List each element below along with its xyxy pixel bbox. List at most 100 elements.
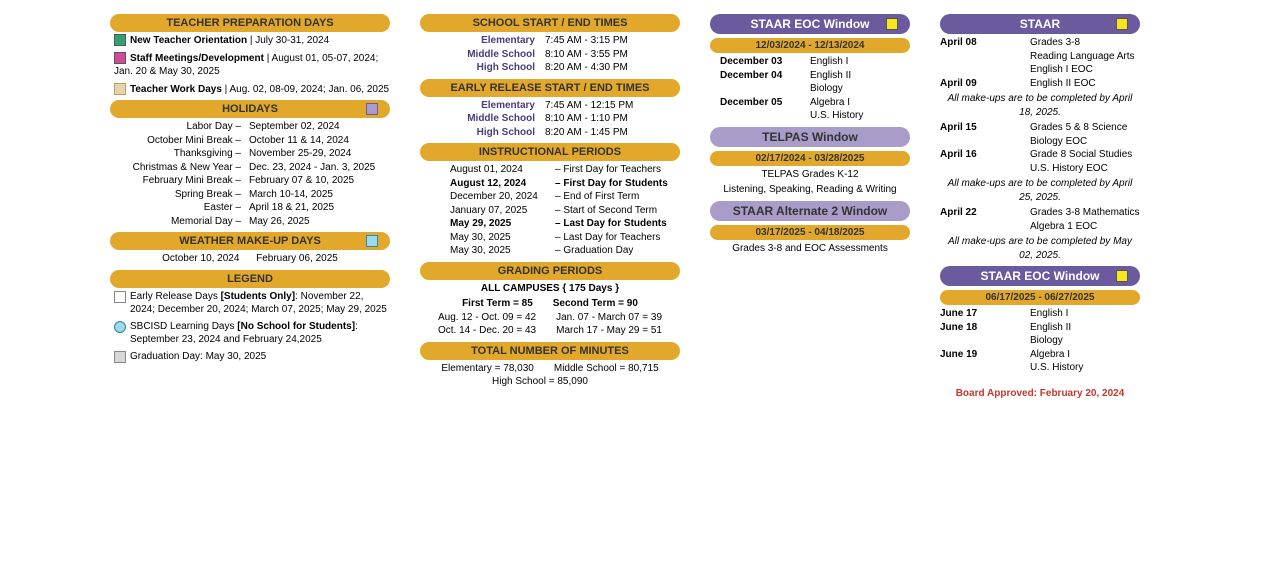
eoc2-swatch-icon bbox=[1116, 270, 1128, 282]
column-schedules: SCHOOL START / END TIMES Elementary7:45 … bbox=[420, 10, 680, 402]
test-row: U.S. History bbox=[940, 361, 1140, 375]
schedule-row: High School8:20 AM - 1:45 PM bbox=[420, 126, 680, 140]
holidays-title: HOLIDAYS bbox=[222, 103, 278, 115]
holiday-row: Easter –April 18 & 21, 2025 bbox=[110, 201, 390, 215]
minutes-header: TOTAL NUMBER OF MINUTES bbox=[420, 342, 680, 360]
test-row: April 22Grades 3-8 Mathematics bbox=[940, 206, 1140, 220]
legend-swatch-icon bbox=[114, 351, 126, 363]
test-row: December 05Algebra I bbox=[720, 96, 910, 110]
minutes-row: Elementary = 78,030Middle School = 80,71… bbox=[420, 362, 680, 376]
legend-swatch-icon bbox=[114, 291, 126, 303]
start-end-header: SCHOOL START / END TIMES bbox=[420, 14, 680, 32]
holiday-row: Spring Break –March 10-14, 2025 bbox=[110, 188, 390, 202]
telpas-line2: Listening, Speaking, Reading & Writing bbox=[710, 183, 910, 197]
schedule-row: Middle School8:10 AM - 1:10 PM bbox=[420, 112, 680, 126]
test-row: Reading Language Arts bbox=[940, 50, 1140, 64]
staar-header: STAAR bbox=[940, 14, 1140, 34]
minutes-row: High School = 85,090 bbox=[420, 375, 680, 389]
test-row: December 03English I bbox=[720, 55, 910, 69]
test-row: April 09English II EOC bbox=[940, 77, 1140, 91]
instructional-row: January 07, 2025– Start of Second Term bbox=[420, 204, 680, 218]
column-testing-2: STAAR April 08Grades 3-8Reading Language… bbox=[940, 10, 1140, 402]
calendar-container: TEACHER PREPARATION DAYS New Teacher Ori… bbox=[10, 10, 1276, 402]
holiday-swatch-icon bbox=[366, 103, 378, 115]
legend-swatch-icon bbox=[114, 321, 126, 333]
column-testing-1: STAAR EOC Window 12/03/2024 - 12/13/2024… bbox=[710, 10, 910, 402]
teacher-prep-header: TEACHER PREPARATION DAYS bbox=[110, 14, 390, 32]
holiday-row: February Mini Break –February 07 & 10, 2… bbox=[110, 174, 390, 188]
instructional-row: December 20, 2024– End of First Term bbox=[420, 190, 680, 204]
legend-item: SBCISD Learning Days [No School for Stud… bbox=[114, 320, 390, 346]
schedule-row: High School8:20 AM - 4:30 PM bbox=[420, 61, 680, 75]
prep-swatch-icon bbox=[114, 34, 126, 46]
eoc-swatch-icon bbox=[886, 18, 898, 30]
test-row: April 16Grade 8 Social Studies bbox=[940, 148, 1140, 162]
grading-row: First Term = 85Second Term = 90 bbox=[420, 297, 680, 311]
holiday-row: Thanksgiving –November 25-29, 2024 bbox=[110, 147, 390, 161]
staar-swatch-icon bbox=[1116, 18, 1128, 30]
prep-item: Teacher Work Days | Aug. 02, 08-09, 2024… bbox=[114, 83, 390, 97]
telpas-line1: TELPAS Grades K-12 bbox=[710, 168, 910, 182]
weather-swatch-icon bbox=[366, 235, 378, 247]
instructional-row: May 29, 2025– Last Day for Students bbox=[420, 217, 680, 231]
holiday-row: Christmas & New Year –Dec. 23, 2024 - Ja… bbox=[110, 161, 390, 175]
weather-title: WEATHER MAKE-UP DAYS bbox=[179, 235, 321, 247]
prep-item: New Teacher Orientation | July 30-31, 20… bbox=[114, 34, 390, 48]
makeup-note-1: All make-ups are to be completed by Apri… bbox=[940, 92, 1140, 119]
test-row: April 08Grades 3-8 bbox=[940, 36, 1140, 50]
staar-title: STAAR bbox=[1020, 17, 1060, 31]
instructional-row: May 30, 2025– Graduation Day bbox=[420, 244, 680, 258]
alt2-date-range: 03/17/2025 - 04/18/2025 bbox=[710, 225, 910, 240]
eoc-title: STAAR EOC Window bbox=[751, 17, 870, 31]
test-row: English I EOC bbox=[940, 63, 1140, 77]
prep-item: Staff Meetings/Development | August 01, … bbox=[114, 52, 390, 79]
grading-row: Aug. 12 - Oct. 09 = 42Jan. 07 - March 07… bbox=[420, 311, 680, 325]
test-row: April 15Grades 5 & 8 Science bbox=[940, 121, 1140, 135]
early-release-header: EARLY RELEASE START / END TIMES bbox=[420, 79, 680, 97]
grading-row: Oct. 14 - Dec. 20 = 43March 17 - May 29 … bbox=[420, 324, 680, 338]
instructional-row: August 12, 2024– First Day for Students bbox=[420, 177, 680, 191]
eoc2-header: STAAR EOC Window bbox=[940, 266, 1140, 286]
alt2-text: Grades 3-8 and EOC Assessments bbox=[710, 242, 910, 256]
schedule-row: Elementary7:45 AM - 3:15 PM bbox=[420, 34, 680, 48]
test-row: June 18English II bbox=[940, 321, 1140, 335]
test-row: June 17English I bbox=[940, 307, 1140, 321]
alt2-header: STAAR Alternate 2 Window bbox=[710, 201, 910, 221]
holidays-header: HOLIDAYS bbox=[110, 100, 390, 118]
holiday-row: Labor Day –September 02, 2024 bbox=[110, 120, 390, 134]
prep-swatch-icon bbox=[114, 83, 126, 95]
eoc-window-header: STAAR EOC Window bbox=[710, 14, 910, 34]
eoc-date-range: 12/03/2024 - 12/13/2024 bbox=[710, 38, 910, 53]
grading-header: GRADING PERIODS bbox=[420, 262, 680, 280]
instructional-row: August 01, 2024– First Day for Teachers bbox=[420, 163, 680, 177]
holiday-row: October Mini Break –October 11 & 14, 202… bbox=[110, 134, 390, 148]
legend-item: Early Release Days [Students Only]: Nove… bbox=[114, 290, 390, 316]
telpas-date-range: 02/17/2024 - 03/28/2025 bbox=[710, 151, 910, 166]
legend-header: LEGEND bbox=[110, 270, 390, 288]
board-approved: Board Approved: February 20, 2024 bbox=[940, 387, 1140, 401]
legend-item: Graduation Day: May 30, 2025 bbox=[114, 350, 390, 363]
test-row: Biology bbox=[720, 82, 910, 96]
weather-dates: October 10, 2024 February 06, 2025 bbox=[110, 252, 390, 266]
instructional-header: INSTRUCTIONAL PERIODS bbox=[420, 143, 680, 161]
eoc2-date-range: 06/17/2025 - 06/27/2025 bbox=[940, 290, 1140, 305]
test-row: Biology bbox=[940, 334, 1140, 348]
test-row: June 19Algebra I bbox=[940, 348, 1140, 362]
test-row: U.S. History bbox=[720, 109, 910, 123]
test-row: U.S. History EOC bbox=[940, 162, 1140, 176]
makeup-note-3: All make-ups are to be completed by May … bbox=[940, 235, 1140, 262]
test-row: Biology EOC bbox=[940, 135, 1140, 149]
prep-swatch-icon bbox=[114, 52, 126, 64]
test-row: December 04English II bbox=[720, 69, 910, 83]
grading-title: ALL CAMPUSES { 175 Days } bbox=[420, 282, 680, 296]
schedule-row: Elementary7:45 AM - 12:15 PM bbox=[420, 99, 680, 113]
telpas-header: TELPAS Window bbox=[710, 127, 910, 147]
weather-header: WEATHER MAKE-UP DAYS bbox=[110, 232, 390, 250]
test-row: Algebra 1 EOC bbox=[940, 220, 1140, 234]
column-teacher-prep: TEACHER PREPARATION DAYS New Teacher Ori… bbox=[110, 10, 390, 402]
schedule-row: Middle School8:10 AM - 3:55 PM bbox=[420, 48, 680, 62]
instructional-row: May 30, 2025– Last Day for Teachers bbox=[420, 231, 680, 245]
makeup-note-2: All make-ups are to be completed by Apri… bbox=[940, 177, 1140, 204]
holiday-row: Memorial Day –May 26, 2025 bbox=[110, 215, 390, 229]
eoc2-title: STAAR EOC Window bbox=[981, 269, 1100, 283]
